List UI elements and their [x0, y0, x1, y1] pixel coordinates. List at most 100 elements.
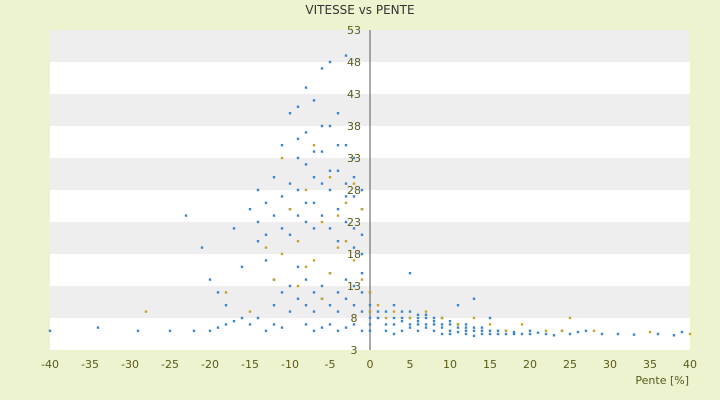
data-point-primary: [448, 332, 452, 336]
data-point-primary: [344, 297, 348, 300]
data-point-primary: [424, 323, 428, 326]
data-point-secondary: [568, 316, 572, 320]
y-tick-label: 28: [347, 184, 361, 197]
data-point-primary: [280, 227, 284, 230]
x-tick-label: 0: [367, 358, 374, 371]
data-point-primary: [280, 144, 284, 147]
data-point-primary: [440, 323, 444, 326]
data-point-primary: [448, 323, 452, 326]
data-point-primary: [336, 208, 340, 211]
data-point-secondary: [328, 272, 332, 275]
data-point-secondary: [352, 182, 356, 185]
data-point-secondary: [304, 265, 308, 268]
data-point-primary: [456, 326, 460, 329]
data-point-primary: [168, 329, 172, 332]
data-point-primary: [296, 265, 300, 268]
data-point-primary: [304, 201, 308, 204]
data-point-primary: [320, 182, 324, 185]
data-point-primary: [312, 150, 316, 153]
data-point-primary: [416, 316, 420, 320]
data-point-primary: [432, 329, 436, 332]
data-point-primary: [328, 124, 332, 128]
data-point-primary: [408, 323, 412, 326]
data-point-primary: [360, 329, 364, 332]
data-point-primary: [464, 323, 468, 326]
data-point-primary: [496, 332, 500, 336]
data-point-primary: [480, 326, 484, 329]
data-point-secondary: [296, 284, 300, 288]
data-point-secondary: [224, 291, 228, 294]
data-point-primary: [496, 329, 500, 332]
data-point-primary: [448, 320, 452, 323]
data-point-primary: [384, 323, 388, 326]
data-point-primary: [272, 176, 276, 179]
data-points: [48, 54, 692, 338]
data-point-primary: [544, 332, 548, 336]
data-point-primary: [632, 333, 636, 336]
data-point-primary: [184, 214, 188, 217]
x-tick-label: 25: [563, 358, 577, 371]
data-point-primary: [352, 156, 356, 160]
data-point-primary: [472, 334, 476, 338]
y-tick-label: 38: [347, 120, 361, 133]
data-point-primary: [352, 246, 356, 249]
y-tick-label: 43: [347, 88, 361, 101]
data-point-secondary: [344, 240, 348, 243]
data-point-primary: [320, 150, 324, 153]
data-point-primary: [400, 320, 404, 323]
data-point-primary: [328, 169, 332, 172]
data-point-secondary: [320, 297, 324, 300]
data-point-primary: [352, 304, 356, 307]
data-point-primary: [320, 284, 324, 288]
data-point-primary: [328, 227, 332, 230]
data-point-primary: [328, 188, 332, 192]
data-point-primary: [336, 329, 340, 332]
data-point-primary: [264, 233, 268, 236]
data-point-primary: [480, 329, 484, 332]
x-tick-label: -15: [241, 358, 259, 371]
data-point-primary: [400, 329, 404, 332]
data-point-primary: [256, 188, 260, 192]
data-point-primary: [472, 326, 476, 329]
data-point-primary: [360, 272, 364, 275]
data-point-primary: [304, 86, 308, 89]
data-point-primary: [312, 310, 316, 313]
data-point-primary: [512, 330, 516, 334]
data-point-primary: [208, 278, 212, 281]
data-point-primary: [328, 323, 332, 326]
data-point-primary: [360, 233, 364, 236]
data-point-secondary: [472, 316, 476, 320]
data-point-primary: [312, 99, 316, 102]
data-point-primary: [464, 326, 468, 329]
data-point-secondary: [280, 156, 284, 160]
data-point-primary: [312, 329, 316, 332]
data-point-primary: [584, 329, 588, 332]
data-point-primary: [296, 137, 300, 140]
data-point-primary: [424, 313, 428, 316]
data-point-primary: [368, 329, 372, 332]
data-point-primary: [400, 316, 404, 320]
data-point-primary: [576, 330, 580, 334]
data-point-primary: [264, 201, 268, 204]
data-point-primary: [440, 332, 444, 336]
data-point-primary: [408, 272, 412, 275]
data-point-primary: [288, 233, 292, 236]
data-point-secondary: [248, 310, 252, 313]
data-point-primary: [288, 182, 292, 185]
data-point-primary: [336, 112, 340, 115]
data-point-primary: [296, 297, 300, 300]
data-point-primary: [392, 332, 396, 336]
x-tick-label: 30: [603, 358, 617, 371]
data-point-secondary: [688, 332, 692, 336]
data-point-primary: [360, 188, 364, 192]
data-point-primary: [336, 144, 340, 147]
data-point-primary: [360, 291, 364, 294]
data-point-secondary: [560, 329, 564, 332]
data-point-primary: [528, 332, 532, 336]
data-point-primary: [424, 316, 428, 320]
y-tick-label: 3: [351, 344, 358, 357]
data-point-primary: [416, 313, 420, 316]
data-point-secondary: [288, 208, 292, 211]
data-point-secondary: [544, 329, 548, 332]
data-point-primary: [328, 60, 332, 64]
